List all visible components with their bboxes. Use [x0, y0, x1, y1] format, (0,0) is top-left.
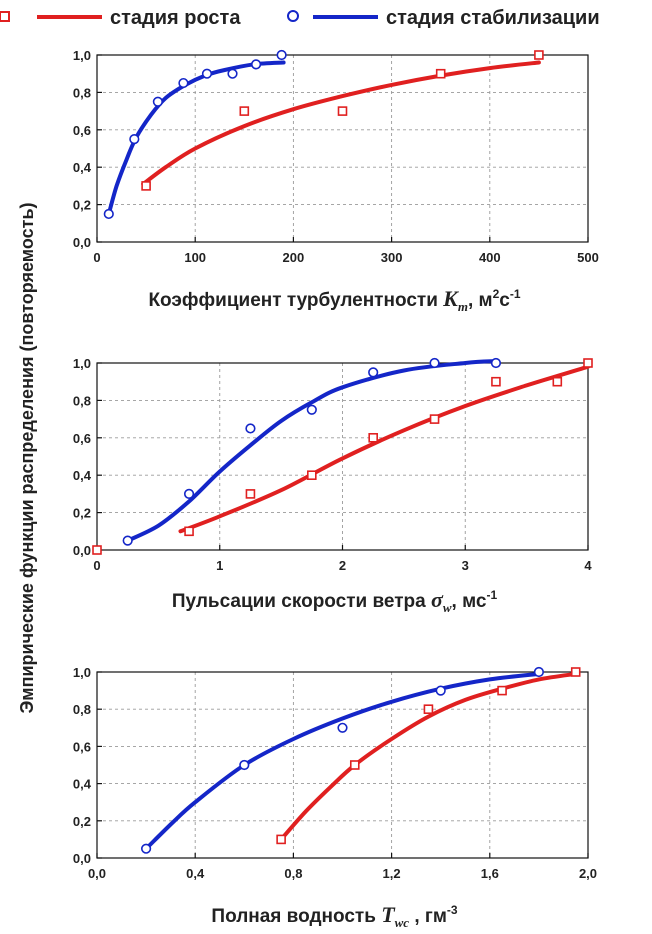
chart-panel-turbulence: 0 100 200 300 400 500 0,0 0,2 0,4 0,6 0,8 1,0 Коэффи… — [73, 48, 599, 314]
legend-stabilization-marker — [287, 10, 299, 22]
data-point-stabilization — [429, 357, 440, 369]
y-axis-title: Эмпирические функции распределения (повт… — [17, 202, 37, 713]
data-point-growth — [239, 106, 250, 116]
x-tick-label: 1,6 — [481, 866, 499, 881]
y-tick-label: 0,2 — [73, 198, 91, 213]
y-tick-label: 0,6 — [73, 739, 91, 754]
data-point-stabilization — [141, 843, 152, 854]
chart-panel-wind-pulsation: 0 1 2 3 4 0,0 0,2 0,4 0,6 0,8 1,0 Пульсации скорост… — [73, 356, 593, 615]
x-axis-title-wind-pulsation: Пульсации скорости ветра σw, мс-1 — [172, 587, 498, 615]
data-point-stabilization — [178, 77, 189, 89]
x-tick-label: 2 — [339, 558, 346, 573]
data-point-stabilization — [183, 488, 195, 500]
y-tick-label: 0,4 — [73, 468, 92, 483]
data-point-growth — [245, 489, 256, 499]
y-tick-label: 0,8 — [73, 85, 91, 100]
data-point-growth — [423, 704, 434, 715]
fit-curve-growth — [178, 364, 590, 534]
data-point-growth — [368, 432, 378, 443]
data-point-stabilization — [490, 357, 502, 369]
data-point-growth — [429, 414, 440, 424]
y-tick-label: 0,4 — [73, 160, 92, 175]
fit-curve-growth — [279, 671, 578, 842]
data-point-growth — [491, 376, 501, 387]
x-tick-label: 100 — [184, 250, 206, 265]
x-tick-label: 0 — [93, 250, 100, 265]
data-point-stabilization — [122, 535, 133, 546]
data-point-stabilization — [239, 759, 250, 771]
fit-curve-stabilization — [144, 671, 541, 851]
x-axis-title-turbulence: Коэффициент турбулентности Km, м2с-1 — [148, 286, 520, 314]
legend: стадия роста стадия стабилизации — [0, 7, 600, 29]
x-tick-label: 2,0 — [579, 866, 597, 881]
x-tick-label: 400 — [479, 250, 501, 265]
y-tick-label: 0,0 — [73, 235, 91, 250]
y-tick-label: 1,0 — [73, 665, 91, 680]
data-point-stabilization — [250, 59, 262, 70]
x-tick-label: 300 — [381, 250, 403, 265]
fit-curve-growth — [141, 60, 541, 186]
x-tick-label: 3 — [462, 558, 469, 573]
fit-curve-stabilization — [106, 60, 286, 216]
legend-growth-label: стадия роста — [110, 7, 241, 29]
data-point-stabilization — [152, 96, 163, 107]
y-tick-label: 0,4 — [73, 777, 92, 792]
data-point-stabilization — [201, 68, 213, 79]
legend-stabilization-label: стадия стабилизации — [386, 7, 600, 29]
data-point-growth — [552, 376, 563, 387]
data-point-growth — [570, 667, 581, 677]
data-point-stabilization — [368, 367, 379, 378]
data-point-stabilization — [276, 49, 287, 61]
x-tick-label: 200 — [283, 250, 305, 265]
data-point-stabilization — [103, 208, 114, 220]
y-tick-label: 0,8 — [73, 702, 91, 717]
data-point-growth — [276, 834, 286, 845]
x-tick-label: 500 — [577, 250, 599, 265]
y-tick-label: 0,6 — [73, 123, 91, 138]
data-point-growth — [583, 358, 593, 368]
fit-curve-stabilization — [125, 359, 498, 543]
data-point-growth — [141, 181, 151, 191]
chart-panel-water-content: 0,0 0,4 0,8 1,2 1,6 2,0 0,0 0,2 0,4 0,6 0,8 1,0 Полн… — [73, 665, 597, 930]
data-point-growth — [337, 106, 348, 116]
y-tick-label: 0,8 — [73, 393, 91, 408]
data-point-stabilization — [129, 134, 140, 145]
data-point-growth — [497, 685, 507, 696]
x-tick-label: 1 — [216, 558, 223, 573]
y-tick-label: 1,0 — [73, 48, 91, 63]
y-tick-label: 0,0 — [73, 851, 91, 866]
x-tick-label: 4 — [584, 558, 592, 573]
data-point-growth — [435, 68, 446, 79]
legend-growth-marker — [0, 11, 10, 22]
y-tick-label: 0,0 — [73, 543, 91, 558]
data-point-stabilization — [435, 685, 446, 696]
x-axis-title-water-content: Полная водность Twc , гм-3 — [211, 902, 457, 930]
data-point-stabilization — [533, 666, 545, 678]
data-point-growth — [349, 760, 360, 770]
x-tick-label: 0,0 — [88, 866, 106, 881]
y-tick-label: 0,6 — [73, 431, 91, 446]
data-point-stabilization — [306, 404, 317, 415]
data-point-stabilization — [337, 722, 348, 733]
x-tick-label: 0,4 — [186, 866, 205, 881]
data-point-stabilization — [245, 423, 256, 434]
x-tick-label: 1,2 — [383, 866, 401, 881]
x-tick-label: 0 — [93, 558, 100, 573]
data-point-growth — [92, 545, 102, 555]
x-tick-label: 0,8 — [284, 866, 302, 881]
data-point-growth — [184, 526, 194, 537]
y-tick-label: 0,2 — [73, 814, 91, 829]
y-tick-label: 0,2 — [73, 506, 91, 521]
plot-frame — [96, 54, 589, 243]
data-point-growth — [307, 470, 317, 481]
data-point-growth — [534, 50, 544, 60]
plot-frame — [96, 671, 589, 859]
data-point-stabilization — [227, 68, 238, 79]
y-tick-label: 1,0 — [73, 356, 91, 371]
